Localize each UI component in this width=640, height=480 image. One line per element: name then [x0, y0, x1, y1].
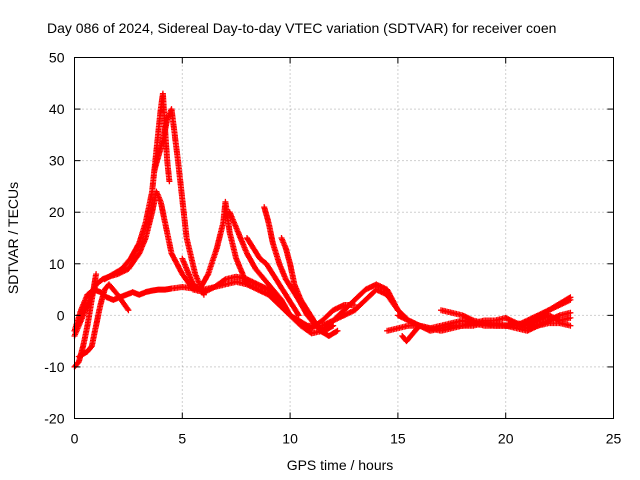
series-arc8 — [226, 209, 319, 329]
y-tick-label: -10 — [44, 359, 64, 375]
axis-ticks: 0 5 10 15 20 25 -20 -10 0 10 20 30 40 50 — [44, 50, 621, 447]
y-tick-label: 20 — [49, 204, 65, 220]
y-tick-label: 40 — [49, 101, 65, 117]
data-point-markers — [75, 281, 132, 360]
x-tick-label: 10 — [282, 431, 298, 447]
series-arc6 — [151, 106, 207, 298]
data-point-markers — [151, 106, 207, 298]
y-tick-label: 30 — [49, 153, 65, 169]
data-series — [71, 90, 574, 370]
series-arc15 — [438, 307, 574, 334]
data-point-markers — [278, 235, 341, 339]
y-tick-label: 0 — [57, 307, 65, 323]
x-tick-label: 20 — [498, 431, 514, 447]
data-point-markers — [438, 307, 574, 334]
series-arc16 — [502, 294, 574, 329]
data-point-markers — [244, 235, 302, 319]
x-axis-label: GPS time / hours — [287, 457, 394, 473]
y-axis-label: SDTVAR / TECUs — [5, 182, 21, 294]
y-tick-label: 10 — [49, 256, 65, 272]
x-tick-label: 15 — [390, 431, 406, 447]
series-arc9 — [244, 235, 302, 319]
x-tick-label: 0 — [71, 431, 79, 447]
data-point-markers — [179, 198, 250, 293]
y-tick-label: 50 — [49, 50, 65, 66]
data-point-markers — [502, 294, 574, 329]
series-arc11 — [278, 235, 341, 339]
series-arc7 — [179, 198, 250, 293]
series-arc4 — [75, 281, 132, 360]
data-point-markers — [399, 322, 423, 345]
y-tick-label: -20 — [44, 411, 64, 427]
grid — [74, 57, 614, 419]
x-tick-label: 25 — [606, 431, 622, 447]
data-point-markers — [226, 209, 319, 329]
x-tick-label: 5 — [178, 431, 186, 447]
series-arc17 — [399, 322, 423, 345]
chart-title: Day 086 of 2024, Sidereal Day-to-day VTE… — [47, 20, 556, 36]
plot-frame — [74, 57, 614, 419]
